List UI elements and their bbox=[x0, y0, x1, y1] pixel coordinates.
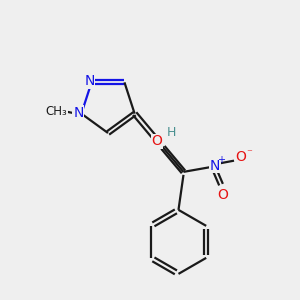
Text: H: H bbox=[167, 126, 176, 139]
Text: O: O bbox=[152, 134, 162, 148]
Text: N: N bbox=[210, 159, 220, 173]
Text: O: O bbox=[218, 188, 229, 202]
Text: CH₃: CH₃ bbox=[46, 105, 67, 118]
Text: N: N bbox=[84, 74, 95, 88]
Text: +: + bbox=[217, 155, 225, 165]
Text: O: O bbox=[236, 150, 247, 164]
Text: ⁻: ⁻ bbox=[246, 149, 252, 159]
Text: N: N bbox=[73, 106, 84, 120]
